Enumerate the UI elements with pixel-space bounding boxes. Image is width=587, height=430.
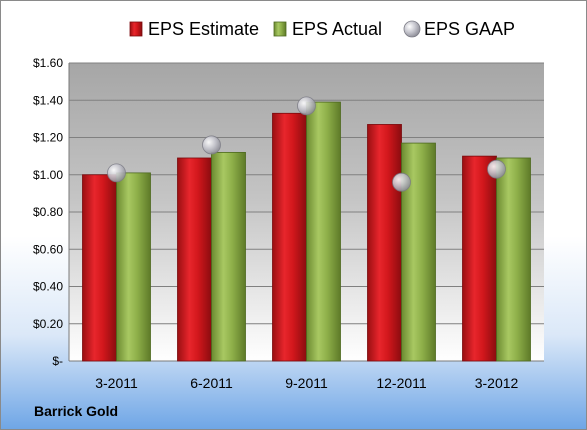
legend-gaap: EPS GAAP — [403, 19, 515, 39]
x-category-label: 3-2011 — [95, 375, 138, 391]
y-tick-label: $0.80 — [33, 205, 63, 219]
y-tick-label: $1.60 — [33, 56, 63, 70]
x-category-label: 12-2011 — [376, 375, 427, 391]
y-tick-label: $- — [52, 354, 63, 368]
x-category-label: 6-2011 — [190, 375, 233, 391]
eps-gaap-point — [107, 163, 126, 183]
y-axis-tick-labels: $- $0.20 $0.40 $0.60 $0.80 $1.00 $1.20 $1.40 $1.… — [33, 56, 63, 368]
eps-estimate-bar — [272, 112, 307, 362]
eps-gaap-point — [297, 96, 316, 116]
legend-label: EPS Actual — [292, 19, 382, 39]
x-category-label: 3-2012 — [475, 375, 519, 391]
legend-actual: EPS Actual — [273, 19, 382, 39]
y-tick-label: $0.20 — [33, 317, 63, 331]
gaap-points — [107, 96, 506, 192]
legend-swatch — [403, 20, 421, 38]
y-tick-label: $1.20 — [33, 131, 63, 145]
eps-estimate-bar — [462, 155, 497, 362]
x-axis-category-labels: 3-2011 6-2011 9-2011 12-2011 3-2012 — [95, 375, 518, 391]
legend-estimate: EPS Estimate — [129, 19, 259, 39]
eps-estimate-bar — [177, 157, 212, 362]
legend-swatch — [273, 21, 287, 37]
y-tick-label: $0.60 — [33, 242, 63, 256]
legend-label: EPS GAAP — [424, 19, 515, 39]
y-tick-label: $0.40 — [33, 280, 63, 294]
eps-actual-bar — [211, 151, 246, 362]
eps-actual-bar — [496, 157, 531, 362]
y-tick-label: $1.40 — [33, 93, 63, 107]
eps-actual-bar — [306, 101, 341, 362]
legend: EPS Estimate EPS Actual EPS GAAP — [129, 19, 515, 39]
eps-gaap-point — [202, 135, 221, 155]
eps-gaap-point — [487, 159, 506, 179]
legend-label: EPS Estimate — [148, 19, 259, 39]
y-tick-label: $1.00 — [33, 168, 63, 182]
eps-actual-bar — [116, 172, 151, 362]
bars — [82, 101, 531, 362]
x-category-label: 9-2011 — [285, 375, 328, 391]
eps-estimate-bar — [82, 174, 117, 362]
legend-swatch — [129, 21, 143, 37]
eps-estimate-bar — [367, 124, 402, 362]
company-label: Barrick Gold — [34, 403, 119, 419]
eps-gaap-point — [392, 172, 411, 192]
